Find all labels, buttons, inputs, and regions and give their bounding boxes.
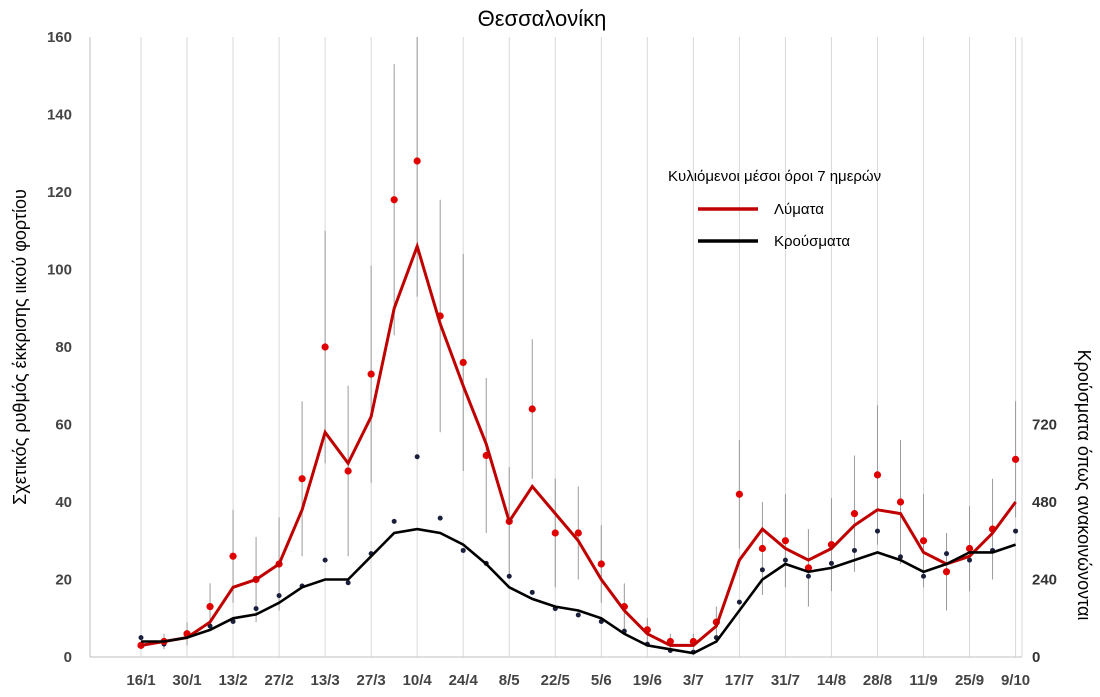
- y-left-tick-label: 60: [55, 417, 72, 434]
- case-point: [460, 547, 466, 553]
- y-left-tick-label: 160: [47, 29, 72, 46]
- y-axis-left-label: Σχετικός ρυθμός έκκρισης ιικού φορτίου: [10, 189, 30, 505]
- case-point: [506, 573, 512, 579]
- y-left-tick-label: 40: [55, 494, 72, 511]
- wastewater-point: [850, 510, 859, 518]
- wastewater-point: [574, 529, 582, 537]
- wastewater-point: [229, 552, 237, 560]
- wastewater-point: [344, 467, 352, 475]
- x-tick-label: 16/1: [126, 672, 155, 689]
- y-axis-right-ticks: 0 240 480 720: [1032, 417, 1057, 667]
- case-point: [828, 560, 834, 566]
- x-tick-label: 27/3: [357, 672, 386, 689]
- case-point: [944, 551, 950, 557]
- wastewater-point: [896, 498, 905, 506]
- case-point: [322, 557, 328, 563]
- x-tick-label: 13/2: [218, 672, 247, 689]
- x-tick-label: 17/7: [725, 672, 754, 689]
- case-point: [437, 515, 443, 521]
- x-tick-label: 25/9: [955, 672, 984, 689]
- legend-label-cases: Κρούσματα: [774, 233, 850, 250]
- x-tick-label: 5/6: [591, 672, 612, 689]
- wastewater-point: [206, 603, 214, 611]
- legend: Κυλιόμενοι μέσοι όροι 7 ημερών Λύματα Κρ…: [668, 168, 881, 250]
- y-left-tick-label: 0: [64, 649, 72, 666]
- y-left-tick-label: 20: [55, 572, 72, 589]
- wastewater-point: [321, 343, 329, 351]
- wastewater-point: [873, 471, 882, 479]
- wastewater-point: [459, 358, 467, 367]
- case-point: [391, 518, 397, 524]
- y-axis-left-ticks: 0 20 40 60 80 100 120 140 160: [47, 29, 72, 666]
- wastewater-point: [390, 196, 398, 204]
- case-point: [967, 557, 973, 563]
- case-point: [253, 606, 259, 612]
- y-right-tick-label: 480: [1032, 494, 1057, 511]
- case-point: [921, 573, 927, 579]
- y-right-tick-label: 0: [1032, 649, 1040, 666]
- x-tick-label: 22/5: [541, 672, 570, 689]
- case-point: [1013, 528, 1019, 534]
- wastewater-point: [919, 537, 928, 545]
- x-tick-label: 19/6: [633, 672, 662, 689]
- case-point: [345, 580, 351, 586]
- wastewater-moving-average-line: [140, 241, 1017, 647]
- chart-title: Θεσσαλονίκη: [478, 6, 607, 31]
- case-point: [529, 589, 535, 595]
- wastewater-point: [413, 157, 421, 165]
- wastewater-point: [551, 529, 559, 537]
- y-left-tick-label: 120: [47, 184, 72, 201]
- wastewater-point: [735, 490, 743, 498]
- case-point: [207, 623, 213, 629]
- legend-label-wastewater: Λύματα: [774, 201, 824, 218]
- x-axis-ticks: 16/1 30/1 13/2 27/2 13/3 27/3 10/4 24/4 8/5 22/5 5…: [126, 672, 1030, 689]
- wastewater-point: [528, 405, 536, 413]
- x-tick-label: 8/5: [499, 672, 520, 689]
- case-point: [851, 547, 857, 553]
- wastewater-point: [942, 568, 951, 576]
- wastewater-point: [367, 370, 375, 378]
- y-left-tick-label: 140: [47, 107, 72, 124]
- x-tick-label: 13/3: [311, 672, 340, 689]
- y-left-tick-label: 100: [47, 262, 72, 279]
- case-point: [138, 635, 144, 641]
- case-point: [575, 612, 581, 618]
- x-tick-label: 11/9: [909, 672, 937, 689]
- x-tick-label: 10/4: [403, 672, 433, 689]
- cases-moving-average-line: [141, 527, 1017, 655]
- wastewater-point: [597, 560, 605, 568]
- y-axis-right-label: Κρούσματα όπως ανακοινώνονται: [1074, 350, 1094, 621]
- legend-title: Κυλιόμενοι μέσοι όροι 7 ημερών: [668, 168, 881, 185]
- y-right-tick-label: 240: [1032, 572, 1057, 589]
- x-tick-label: 30/1: [172, 672, 201, 689]
- case-point: [414, 454, 420, 460]
- case-point: [897, 554, 903, 560]
- x-tick-label: 27/2: [264, 672, 293, 689]
- x-tick-label: 24/4: [449, 672, 479, 689]
- wastewater-point: [298, 475, 306, 483]
- wastewater-point: [781, 537, 790, 545]
- case-point: [759, 567, 765, 573]
- axes: [89, 37, 1022, 658]
- case-point: [736, 599, 742, 605]
- wastewater-point: [1011, 455, 1020, 463]
- case-point: [782, 557, 788, 563]
- wastewater-point: [965, 544, 974, 553]
- x-tick-label: 28/8: [863, 672, 892, 689]
- wastewater-point: [804, 564, 813, 572]
- x-tick-label: 3/7: [683, 672, 704, 689]
- y-right-tick-label: 720: [1032, 417, 1057, 434]
- vertical-gridlines: [140, 37, 1023, 657]
- wastewater-error-bars: [140, 37, 1017, 650]
- wastewater-point: [758, 544, 767, 553]
- x-tick-label: 14/8: [817, 672, 846, 689]
- case-point: [805, 573, 811, 579]
- y-left-tick-label: 80: [55, 339, 72, 356]
- x-tick-label: 31/7: [771, 672, 800, 689]
- case-point: [276, 593, 282, 599]
- x-tick-label: 9/10: [1001, 672, 1030, 689]
- case-point: [874, 528, 880, 534]
